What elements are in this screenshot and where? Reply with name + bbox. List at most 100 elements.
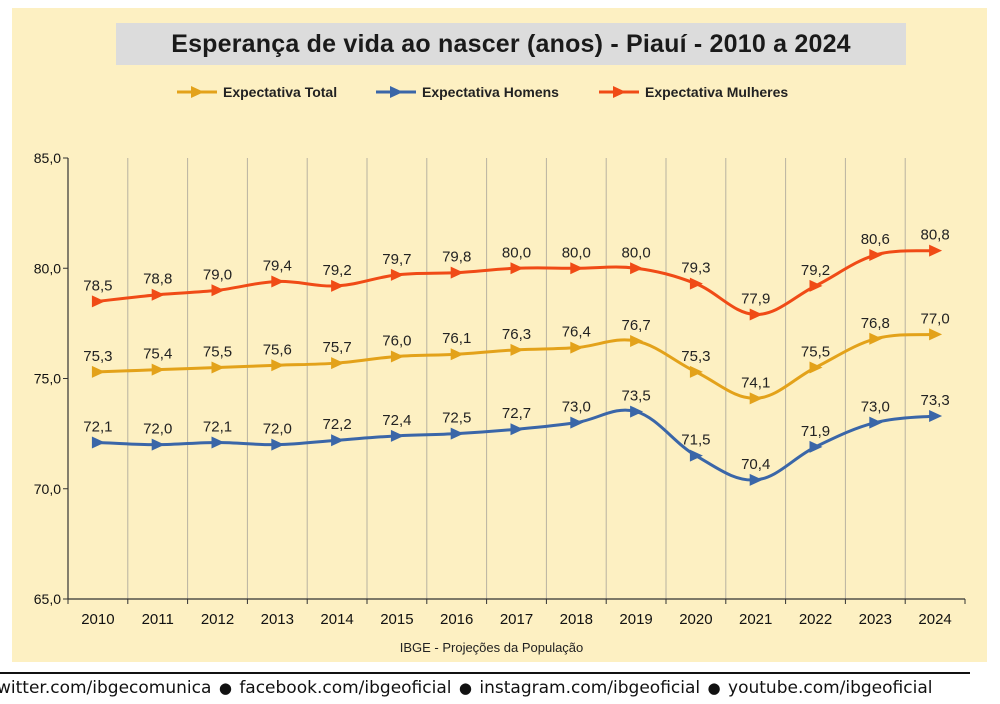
- data-point-marker: [809, 440, 823, 453]
- data-label: 75,5: [801, 343, 830, 360]
- youtube-link[interactable]: youtube.com/ibgeoficial: [728, 678, 933, 698]
- data-point-marker: [570, 262, 584, 275]
- y-tick-label: 85,0: [34, 150, 61, 166]
- instagram-link[interactable]: instagram.com/ibgeoficial: [479, 678, 701, 698]
- data-point-marker: [211, 361, 225, 374]
- data-point-marker: [689, 277, 703, 290]
- data-label: 75,7: [322, 339, 351, 356]
- y-tick-label: 70,0: [34, 481, 61, 497]
- data-label: 75,4: [143, 346, 172, 363]
- data-point-marker: [390, 429, 404, 442]
- data-label: 72,0: [263, 421, 292, 438]
- data-point-marker: [749, 392, 763, 405]
- data-label: 70,4: [741, 456, 770, 473]
- y-tick-label: 80,0: [34, 260, 61, 276]
- legend-label: Expectativa Mulheres: [645, 84, 788, 100]
- data-point-marker: [91, 365, 105, 378]
- line-chart: 65,0 70,0 75,0 80,0 85,0 2010 2011 2012 2013 2014…: [34, 84, 966, 655]
- data-point-marker: [630, 405, 644, 418]
- x-tick-label: 2018: [560, 611, 593, 628]
- data-label: 71,9: [801, 423, 830, 440]
- data-label: 78,8: [143, 271, 172, 288]
- data-point-marker: [630, 335, 644, 348]
- data-point-marker: [450, 266, 464, 279]
- x-tick-label: 2011: [142, 611, 174, 628]
- data-label: 77,9: [741, 291, 770, 308]
- data-label: 76,0: [382, 332, 411, 349]
- data-point-marker: [869, 332, 883, 345]
- data-point-marker: [271, 275, 285, 288]
- facebook-link[interactable]: facebook.com/ibgeoficial: [239, 678, 452, 698]
- x-tick-label: 2019: [619, 611, 652, 628]
- x-tick-label: 2016: [440, 611, 473, 628]
- chart-panel: 65,0 70,0 75,0 80,0 85,0 2010 2011 2012 2013 2014…: [12, 8, 987, 662]
- data-label: 76,8: [861, 315, 890, 332]
- data-label: 80,8: [920, 227, 949, 244]
- data-point-marker: [929, 244, 943, 257]
- twitter-link[interactable]: witter.com/ibgecomunica: [0, 678, 212, 698]
- data-point-marker: [211, 436, 225, 449]
- data-point-marker: [211, 284, 225, 297]
- data-label: 77,0: [920, 310, 949, 327]
- data-point-marker: [809, 279, 823, 292]
- data-point-marker: [869, 249, 883, 262]
- data-label: 72,4: [382, 412, 411, 429]
- data-label: 72,1: [83, 418, 112, 435]
- data-point-marker: [689, 365, 703, 378]
- data-label: 75,5: [203, 343, 232, 360]
- x-tick-label: 2015: [380, 611, 413, 628]
- data-label: 72,0: [143, 421, 172, 438]
- data-label: 79,2: [322, 262, 351, 279]
- data-label: 75,3: [83, 348, 112, 365]
- y-tick-label: 75,0: [34, 371, 61, 387]
- legend-marker: [191, 86, 204, 98]
- source-caption: IBGE - Projeções da População: [400, 640, 584, 655]
- x-tick-label: 2024: [918, 611, 951, 628]
- bullet-separator: ●: [458, 679, 472, 697]
- data-label: 79,3: [681, 260, 710, 277]
- data-point-marker: [151, 363, 165, 376]
- x-tick-label: 2012: [201, 611, 234, 628]
- data-label: 74,1: [741, 374, 770, 391]
- chart-title: Esperança de vida ao nascer (anos) - Pia…: [116, 23, 906, 65]
- data-label: 76,4: [562, 324, 591, 341]
- legend-label: Expectativa Total: [223, 84, 337, 100]
- data-label: 75,3: [681, 348, 710, 365]
- data-label: 72,5: [442, 410, 471, 427]
- data-point-marker: [869, 416, 883, 429]
- data-point-marker: [809, 361, 823, 374]
- data-label: 72,7: [502, 405, 531, 422]
- data-label: 73,0: [562, 399, 591, 416]
- data-label: 75,6: [263, 341, 292, 358]
- data-point-marker: [570, 416, 584, 429]
- data-point-marker: [91, 436, 105, 449]
- data-point-marker: [271, 359, 285, 372]
- legend-marker: [390, 86, 403, 98]
- x-tick-label: 2021: [739, 611, 772, 628]
- data-label: 73,5: [621, 388, 650, 405]
- social-footer: witter.com/ibgecomunica ● facebook.com/i…: [0, 678, 997, 702]
- legend-marker: [613, 86, 626, 98]
- legend-label: Expectativa Homens: [422, 84, 559, 100]
- data-label: 72,2: [322, 416, 351, 433]
- data-label: 72,1: [203, 418, 232, 435]
- data-point-marker: [331, 357, 345, 370]
- y-tick-label: 65,0: [34, 591, 61, 607]
- data-label: 78,5: [83, 277, 112, 294]
- data-point-marker: [151, 288, 165, 301]
- data-point-marker: [151, 438, 165, 451]
- x-tick-label: 2013: [261, 611, 294, 628]
- data-point-marker: [929, 409, 943, 422]
- data-point-marker: [749, 308, 763, 321]
- data-label: 80,6: [861, 231, 890, 248]
- data-label: 73,3: [920, 392, 949, 409]
- data-label: 73,0: [861, 399, 890, 416]
- data-point-marker: [271, 438, 285, 451]
- x-tick-label: 2010: [81, 611, 114, 628]
- x-tick-label: 2014: [320, 611, 353, 628]
- data-label: 71,5: [681, 432, 710, 449]
- x-tick-label: 2022: [799, 611, 832, 628]
- series-line: [97, 408, 936, 482]
- data-point-marker: [510, 262, 524, 275]
- x-tick-label: 2023: [859, 611, 892, 628]
